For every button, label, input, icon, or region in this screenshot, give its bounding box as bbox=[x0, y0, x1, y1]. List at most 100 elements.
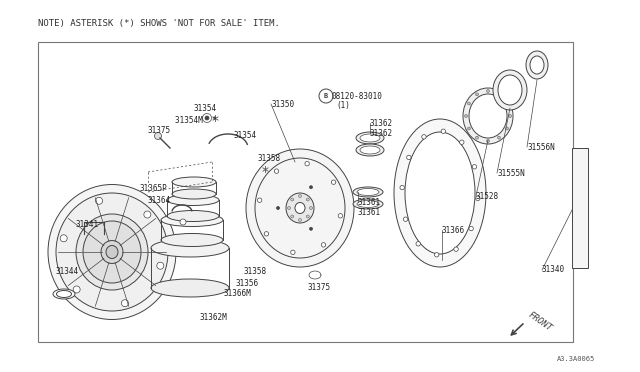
Ellipse shape bbox=[356, 132, 384, 144]
Circle shape bbox=[435, 253, 439, 257]
Circle shape bbox=[291, 198, 294, 201]
Ellipse shape bbox=[161, 234, 223, 247]
Circle shape bbox=[122, 300, 129, 307]
Circle shape bbox=[264, 232, 269, 236]
Circle shape bbox=[276, 206, 280, 209]
Circle shape bbox=[298, 218, 301, 221]
Circle shape bbox=[406, 155, 411, 160]
Circle shape bbox=[305, 161, 309, 166]
Circle shape bbox=[454, 247, 458, 251]
Text: 31364: 31364 bbox=[148, 196, 171, 205]
Circle shape bbox=[157, 262, 164, 269]
Circle shape bbox=[441, 129, 445, 134]
Text: 31356: 31356 bbox=[235, 279, 258, 288]
Ellipse shape bbox=[106, 246, 118, 259]
Text: 31341: 31341 bbox=[76, 219, 99, 228]
Ellipse shape bbox=[360, 146, 380, 154]
Circle shape bbox=[472, 164, 477, 169]
Ellipse shape bbox=[353, 187, 383, 197]
Ellipse shape bbox=[526, 51, 548, 79]
Circle shape bbox=[467, 127, 470, 130]
Text: 31375: 31375 bbox=[308, 283, 331, 292]
Circle shape bbox=[416, 241, 420, 246]
Circle shape bbox=[307, 198, 309, 201]
Text: FRONT: FRONT bbox=[526, 311, 553, 333]
Circle shape bbox=[465, 115, 467, 118]
Ellipse shape bbox=[246, 149, 354, 267]
Text: NOTE) ASTERISK (*) SHOWS 'NOT FOR SALE' ITEM.: NOTE) ASTERISK (*) SHOWS 'NOT FOR SALE' … bbox=[38, 19, 280, 28]
Circle shape bbox=[476, 196, 480, 201]
Circle shape bbox=[310, 206, 312, 209]
Ellipse shape bbox=[172, 177, 216, 187]
Text: 31354M  *: 31354M * bbox=[175, 115, 216, 125]
Text: 31362M: 31362M bbox=[200, 314, 228, 323]
Text: 31362: 31362 bbox=[370, 119, 393, 128]
Text: (1): (1) bbox=[336, 100, 350, 109]
Circle shape bbox=[202, 113, 211, 122]
Ellipse shape bbox=[167, 195, 219, 205]
Ellipse shape bbox=[286, 193, 314, 223]
Ellipse shape bbox=[83, 221, 141, 283]
Circle shape bbox=[95, 197, 102, 204]
Text: *: * bbox=[211, 114, 218, 128]
Circle shape bbox=[497, 93, 500, 96]
Circle shape bbox=[460, 140, 464, 144]
Text: 31358: 31358 bbox=[258, 154, 281, 163]
Circle shape bbox=[486, 140, 490, 142]
Circle shape bbox=[298, 195, 301, 198]
Circle shape bbox=[506, 102, 509, 105]
Text: 31354: 31354 bbox=[193, 103, 216, 112]
Circle shape bbox=[60, 235, 67, 242]
Text: 31344: 31344 bbox=[55, 267, 78, 276]
Ellipse shape bbox=[394, 119, 486, 267]
Ellipse shape bbox=[357, 189, 379, 196]
Text: 31366: 31366 bbox=[442, 225, 465, 234]
Circle shape bbox=[144, 211, 151, 218]
Text: 31361: 31361 bbox=[358, 198, 381, 206]
Ellipse shape bbox=[53, 289, 75, 299]
Ellipse shape bbox=[360, 134, 380, 142]
Circle shape bbox=[509, 115, 511, 118]
Text: 31358: 31358 bbox=[243, 267, 266, 276]
Ellipse shape bbox=[161, 214, 223, 227]
Text: A3.3A0065: A3.3A0065 bbox=[557, 356, 595, 362]
Text: 31340: 31340 bbox=[542, 266, 565, 275]
Circle shape bbox=[506, 127, 509, 130]
Circle shape bbox=[154, 132, 161, 140]
Text: 31528: 31528 bbox=[476, 192, 499, 201]
Ellipse shape bbox=[56, 193, 168, 311]
Text: 31354: 31354 bbox=[233, 131, 256, 140]
Ellipse shape bbox=[172, 189, 216, 199]
Circle shape bbox=[275, 169, 278, 173]
Text: B: B bbox=[324, 93, 328, 99]
Ellipse shape bbox=[498, 75, 522, 105]
Circle shape bbox=[307, 215, 309, 218]
Text: 08120-83010: 08120-83010 bbox=[331, 92, 382, 100]
Circle shape bbox=[291, 250, 295, 254]
Ellipse shape bbox=[493, 70, 527, 110]
Text: *: * bbox=[262, 165, 269, 179]
Text: 31361: 31361 bbox=[358, 208, 381, 217]
Ellipse shape bbox=[101, 241, 123, 263]
Circle shape bbox=[310, 227, 312, 230]
Ellipse shape bbox=[76, 214, 148, 290]
Ellipse shape bbox=[469, 94, 507, 138]
Circle shape bbox=[400, 185, 404, 190]
Bar bbox=[572, 148, 588, 268]
Circle shape bbox=[291, 215, 294, 218]
Circle shape bbox=[338, 214, 342, 218]
Ellipse shape bbox=[530, 56, 544, 74]
Circle shape bbox=[332, 180, 336, 185]
Circle shape bbox=[205, 116, 209, 120]
Text: 31365P: 31365P bbox=[140, 183, 168, 192]
Text: 31350: 31350 bbox=[271, 99, 294, 109]
Circle shape bbox=[287, 206, 291, 209]
Circle shape bbox=[467, 102, 470, 105]
Bar bbox=[38, 42, 573, 342]
Text: 31375: 31375 bbox=[147, 125, 170, 135]
Ellipse shape bbox=[357, 201, 379, 208]
Circle shape bbox=[257, 198, 262, 202]
Text: 31555N: 31555N bbox=[497, 169, 525, 177]
Ellipse shape bbox=[463, 88, 513, 144]
Text: 31362: 31362 bbox=[370, 128, 393, 138]
